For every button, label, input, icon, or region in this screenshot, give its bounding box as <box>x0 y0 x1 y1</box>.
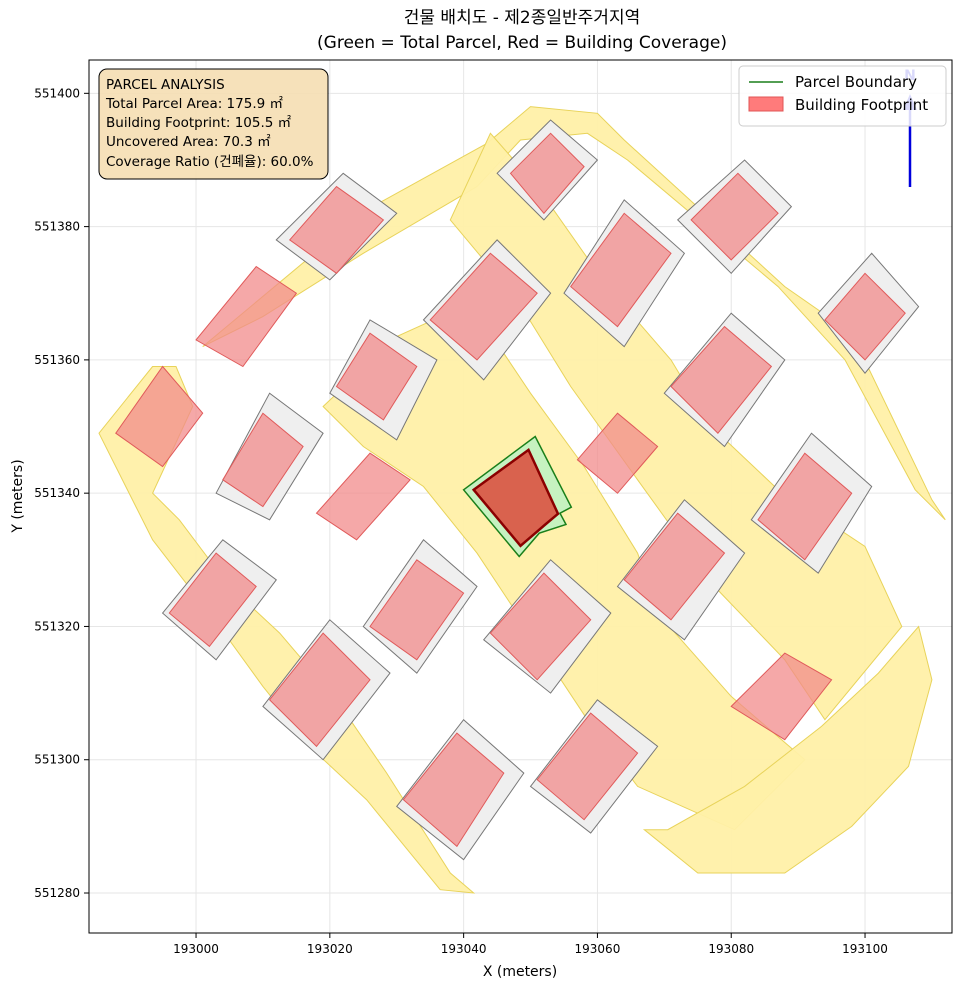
y-tick-label: 551400 <box>34 86 80 100</box>
road-polygon <box>642 625 933 874</box>
building-polygon <box>489 572 592 681</box>
x-tick-label: 193080 <box>708 942 754 956</box>
info-line-total-area: Total Parcel Area: 175.9 ㎡ <box>105 96 283 112</box>
building-polygon <box>335 332 418 421</box>
building-polygon <box>315 452 411 541</box>
building-polygon <box>222 412 304 508</box>
building-polygon <box>536 712 639 821</box>
x-axis-ticks: 193000 193020 193040 193060 193080 193100 <box>173 933 888 956</box>
x-tick-label: 193040 <box>441 942 487 956</box>
x-tick-label: 193060 <box>575 942 621 956</box>
info-line-footprint: Building Footprint: 105.5 ㎡ <box>106 115 292 131</box>
building-polygon <box>168 552 257 648</box>
building-polygon <box>757 452 853 561</box>
legend-background <box>738 65 947 127</box>
y-tick-label: 551380 <box>34 220 80 234</box>
y-axis-ticks: 551280 551300 551320 551340 551360 551380 5514… <box>34 86 89 900</box>
building-polygon <box>509 132 585 215</box>
building-polygon <box>288 185 385 274</box>
building-polygon <box>195 265 298 368</box>
legend-label-parcel-boundary: Parcel Boundary <box>795 73 917 91</box>
building-polygon <box>690 172 779 261</box>
info-line-title: PARCEL ANALYSIS <box>106 77 225 93</box>
info-box: PARCEL ANALYSIS Total Parcel Area: 175.9… <box>98 68 329 180</box>
info-line-uncovered: Uncovered Area: 70.3 ㎡ <box>106 134 271 150</box>
y-tick-label: 551340 <box>34 486 80 500</box>
y-tick-label: 551320 <box>34 619 80 633</box>
y-tick-label: 551280 <box>34 886 80 900</box>
plot-frame <box>88 59 953 934</box>
target-building-footprint <box>471 447 560 548</box>
x-tick-label: 193020 <box>307 942 353 956</box>
building-polygon <box>402 732 505 848</box>
building-polygon <box>570 212 672 328</box>
info-box-background <box>98 68 329 180</box>
x-tick-label: 193000 <box>173 942 219 956</box>
x-axis-label: X (meters) <box>483 964 557 980</box>
building-polygon <box>115 365 204 468</box>
legend-swatch-building-footprint <box>748 96 784 112</box>
building-polygon <box>268 632 371 748</box>
chart-title-line1: 건물 배치도 - 제2종일반주거지역 <box>404 8 640 28</box>
legend-label-building-footprint: Building Footprint <box>795 96 928 114</box>
buildings-layer <box>115 132 906 848</box>
target-parcel-layer <box>462 435 573 558</box>
y-tick-label: 551360 <box>34 353 80 367</box>
building-polygon <box>670 325 773 434</box>
legend: Parcel Boundary Building Footprint <box>738 65 947 127</box>
y-tick-label: 551300 <box>34 753 80 767</box>
building-polygon <box>623 512 726 621</box>
building-polygon <box>576 412 659 494</box>
building-polygon <box>429 252 538 361</box>
building-polygon <box>369 559 465 661</box>
building-polygon <box>730 652 833 741</box>
building-polygon <box>824 272 906 361</box>
x-tick-label: 193100 <box>842 942 888 956</box>
chart-title-line2: (Green = Total Parcel, Red = Building Co… <box>317 33 727 53</box>
info-line-coverage-ratio: Coverage Ratio (건폐율): 60.0% <box>106 154 314 170</box>
y-axis-label: Y (meters) <box>10 459 26 533</box>
